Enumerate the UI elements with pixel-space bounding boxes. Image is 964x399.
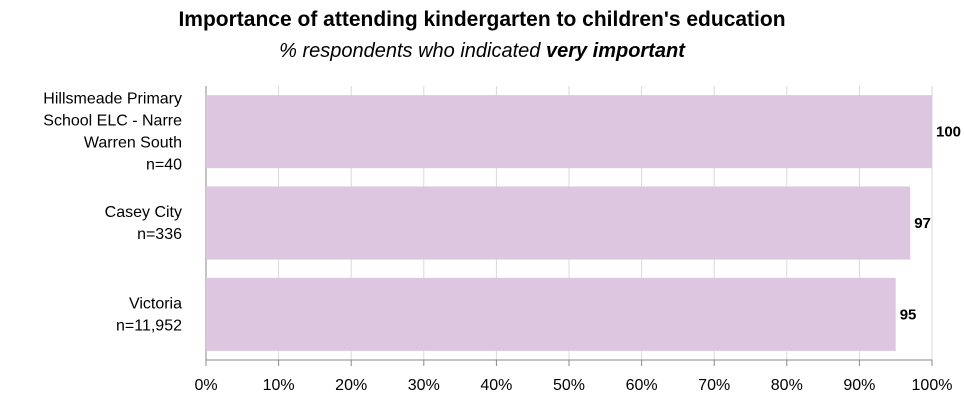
bar xyxy=(206,277,896,351)
x-tick-label: 100% xyxy=(912,377,953,394)
category-label: Victoria xyxy=(129,295,182,312)
x-tick-label: 80% xyxy=(771,377,803,394)
data-label: 97 xyxy=(914,215,931,232)
x-tick-label: 90% xyxy=(843,377,875,394)
category-label: Warren South xyxy=(84,135,182,152)
chart-title: Importance of attending kindergarten to … xyxy=(178,8,786,31)
x-tick-label: 70% xyxy=(698,377,730,394)
x-tick-label: 40% xyxy=(480,377,512,394)
x-tick-label: 20% xyxy=(335,377,367,394)
category-label: Hillsmeade Primary xyxy=(43,91,182,108)
category-label: Casey City xyxy=(105,204,182,221)
chart-subtitle-prefix: % respondents who indicated xyxy=(279,40,546,62)
data-label: 95 xyxy=(900,306,917,323)
x-tick-label: 30% xyxy=(408,377,440,394)
category-label: n=11,952 xyxy=(116,317,182,334)
category-label: n=40 xyxy=(146,157,182,174)
x-tick-label: 60% xyxy=(626,377,658,394)
x-tick-label: 0% xyxy=(194,377,217,394)
chart-subtitle: % respondents who indicated very importa… xyxy=(0,40,964,63)
data-label: 100 xyxy=(936,124,961,141)
bar xyxy=(206,95,932,169)
category-label: School ELC - Narre xyxy=(43,113,182,130)
x-tick-label: 50% xyxy=(553,377,585,394)
chart-subtitle-emphasis: very important xyxy=(545,40,685,62)
x-tick-label: 10% xyxy=(263,377,295,394)
bar xyxy=(206,186,911,260)
category-label: n=336 xyxy=(137,226,182,243)
